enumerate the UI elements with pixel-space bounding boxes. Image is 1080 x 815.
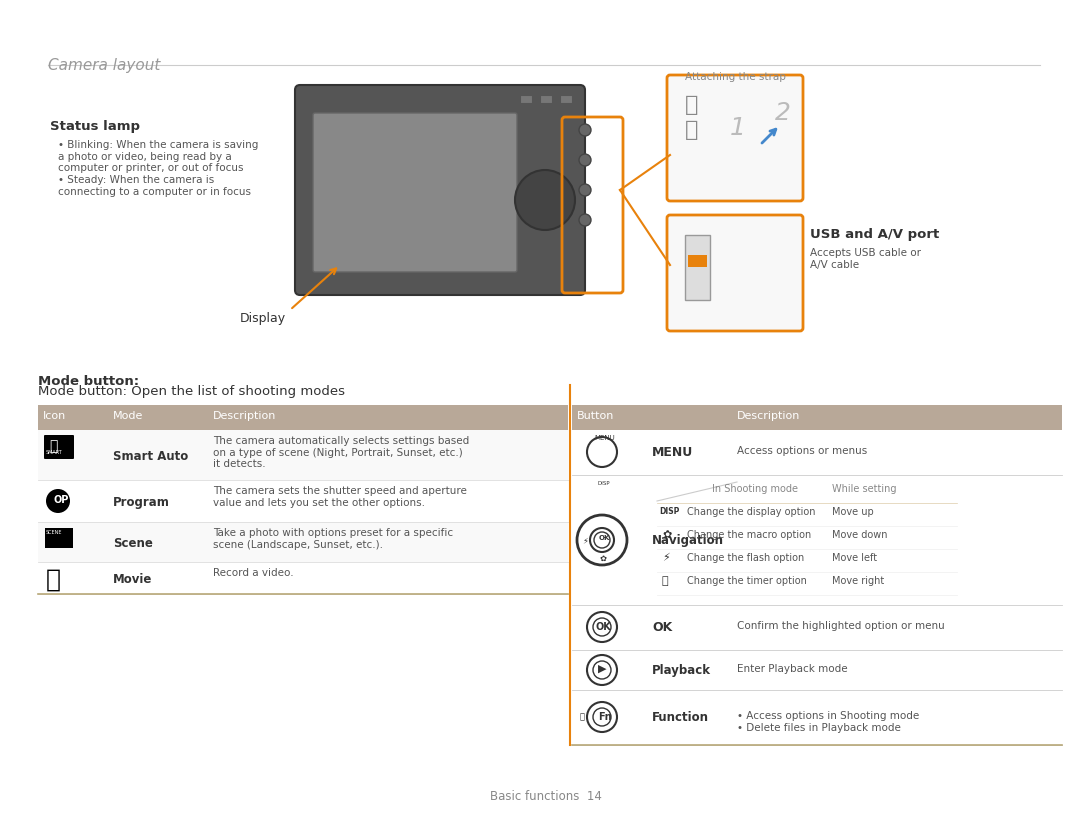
Text: 📷: 📷 [580,712,585,721]
Text: Smart Auto: Smart Auto [113,450,188,463]
Text: OK: OK [596,622,611,632]
Text: ✿: ✿ [662,530,672,540]
Text: Record a video.: Record a video. [213,568,294,578]
Text: Camera layout: Camera layout [48,58,160,73]
Text: Move down: Move down [832,530,888,540]
Text: ⚡: ⚡ [582,536,588,545]
Bar [38,562,568,594]
Text: Change the display option: Change the display option [687,507,815,517]
Text: Change the flash option: Change the flash option [687,553,805,563]
Text: OK: OK [652,621,672,634]
Text: Movie: Movie [113,573,152,586]
Circle shape [579,124,591,136]
Bar [519,95,532,103]
Bar [38,522,568,562]
Text: Mode: Mode [113,411,144,421]
FancyBboxPatch shape [667,75,804,201]
Text: 》: 》 [685,120,699,140]
Text: Mode button: Open the list of shooting modes: Mode button: Open the list of shooting m… [38,385,345,398]
Bar [45,528,73,548]
Text: Description: Description [213,411,276,421]
Text: Accepts USB cable or
A/V cable: Accepts USB cable or A/V cable [810,248,921,270]
Circle shape [579,214,591,226]
Text: • Steady: When the camera is
connecting to a computer or in focus: • Steady: When the camera is connecting … [58,175,251,196]
Circle shape [46,489,70,513]
Text: SCENE: SCENE [46,530,63,535]
Text: Playback: Playback [652,664,711,677]
Text: Scene: Scene [113,537,153,550]
Text: ⏲: ⏲ [662,576,669,586]
Text: Icon: Icon [43,411,66,421]
Text: 》: 》 [685,95,699,115]
Text: Function: Function [652,711,708,724]
Text: MENU: MENU [594,435,615,441]
Bar [688,255,707,267]
Text: Confirm the highlighted option or menu: Confirm the highlighted option or menu [737,621,945,631]
Bar [38,480,568,522]
Text: Take a photo with options preset for a specific
scene (Landscape, Sunset, etc.).: Take a photo with options preset for a s… [213,528,454,549]
Text: OK: OK [599,535,610,541]
Text: Mode button:: Mode button: [38,375,139,388]
Text: Access options or menus: Access options or menus [737,446,867,456]
FancyBboxPatch shape [295,85,585,295]
Text: • Access options in Shooting mode
• Delete files in Playback mode: • Access options in Shooting mode • Dele… [737,711,919,733]
Text: DISP: DISP [598,481,610,486]
Text: OP: OP [53,495,68,505]
Text: ⚡: ⚡ [662,553,670,563]
Text: SMART: SMART [46,450,63,455]
Text: 📷: 📷 [49,439,57,453]
Text: Attaching the strap: Attaching the strap [685,72,786,82]
Circle shape [579,154,591,166]
Text: Move up: Move up [832,507,874,517]
Text: Basic functions  14: Basic functions 14 [490,790,602,803]
Bar [572,650,1062,690]
FancyBboxPatch shape [667,215,804,331]
Bar [540,95,552,103]
FancyBboxPatch shape [313,113,517,272]
Text: DISP: DISP [659,507,679,516]
Text: The camera sets the shutter speed and aperture
value and lets you set the other : The camera sets the shutter speed and ap… [213,486,467,508]
Text: • Blinking: When the camera is saving
a photo or video, being read by a
computer: • Blinking: When the camera is saving a … [58,140,258,174]
FancyBboxPatch shape [44,435,75,459]
Bar [38,405,568,430]
Bar [572,475,1062,605]
Bar [572,405,1062,430]
Text: ▶: ▶ [598,664,607,674]
Text: MENU: MENU [652,446,693,459]
Text: Button: Button [577,411,615,421]
Text: Navigation: Navigation [652,534,724,547]
Bar [572,430,1062,475]
Bar [685,235,710,300]
Text: Fn: Fn [598,712,611,722]
Text: ✿: ✿ [599,554,606,563]
Text: Move left: Move left [832,553,877,563]
Text: 1: 1 [730,116,746,140]
Text: In Shooting mode: In Shooting mode [712,484,798,494]
Text: Enter Playback mode: Enter Playback mode [737,664,848,674]
Bar [572,605,1062,650]
Text: 2: 2 [775,101,791,125]
Text: Description: Description [737,411,800,421]
Circle shape [579,184,591,196]
Text: While setting: While setting [832,484,896,494]
Bar [38,430,568,480]
Text: Change the timer option: Change the timer option [687,576,807,586]
Text: Change the macro option: Change the macro option [687,530,811,540]
Text: Display: Display [240,312,286,325]
Bar [561,95,572,103]
Bar [572,690,1062,745]
Text: Move right: Move right [832,576,885,586]
Text: 🎬: 🎬 [46,568,60,592]
Text: Status lamp: Status lamp [50,120,140,133]
Text: The camera automatically selects settings based
on a type of scene (Night, Portr: The camera automatically selects setting… [213,436,469,469]
Text: Program: Program [113,496,170,509]
Circle shape [515,170,575,230]
Text: USB and A/V port: USB and A/V port [810,228,940,241]
